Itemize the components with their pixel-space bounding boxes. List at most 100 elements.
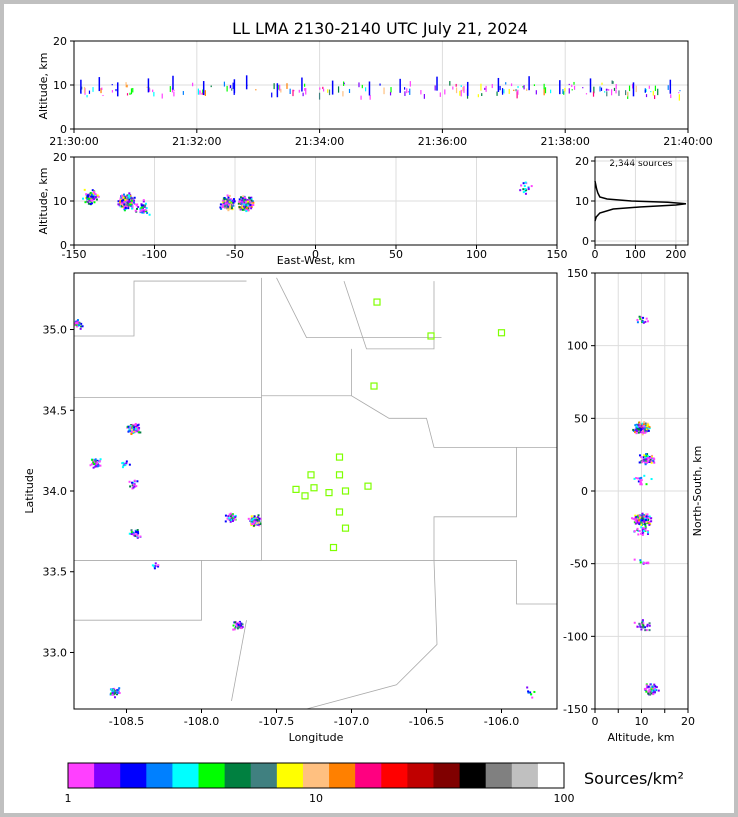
source-point <box>223 199 226 202</box>
source-mark <box>657 88 659 96</box>
source-point <box>641 526 644 529</box>
source-column <box>276 83 279 98</box>
source-point <box>231 520 234 523</box>
source-mark <box>132 87 134 93</box>
source-point <box>229 205 232 208</box>
source-mark <box>593 86 595 94</box>
source-point <box>94 460 97 463</box>
source-point <box>131 205 134 208</box>
source-point <box>130 207 133 210</box>
source-point <box>632 428 635 431</box>
source-point <box>91 458 94 461</box>
source-point <box>640 425 643 428</box>
source-mark <box>439 92 441 97</box>
source-mark <box>169 86 171 92</box>
source-point <box>638 426 641 429</box>
source-mark <box>115 89 117 92</box>
source-mark <box>102 94 104 97</box>
source-mark <box>505 82 507 85</box>
source-point <box>136 529 139 532</box>
source-point <box>647 429 650 432</box>
source-mark <box>337 86 340 93</box>
source-point <box>129 429 132 432</box>
source-point <box>231 513 234 516</box>
source-point <box>252 524 255 527</box>
source-point <box>99 458 102 461</box>
source-point <box>254 518 257 521</box>
source-point <box>128 192 131 195</box>
x-tick-label: 0 <box>592 248 599 261</box>
source-mark <box>455 83 457 87</box>
source-point <box>636 518 639 521</box>
source-point <box>642 425 645 428</box>
source-column <box>147 78 150 93</box>
source-mark <box>535 90 537 95</box>
source-mark <box>544 87 547 94</box>
source-point <box>651 685 654 688</box>
source-mark <box>491 83 493 89</box>
source-point <box>129 204 132 207</box>
plan-view-panel: -108.5 -108.0 -107.5 -107.0 -106.5 -106.0 33.0… <box>43 272 558 728</box>
source-point <box>645 460 648 463</box>
source-point <box>636 529 639 532</box>
y-tick-label: 33.0 <box>43 646 68 659</box>
source-point <box>124 207 127 210</box>
source-point <box>124 196 127 199</box>
figure-background <box>4 4 734 813</box>
source-point <box>252 204 255 207</box>
source-point <box>90 199 93 202</box>
source-mark <box>130 88 133 95</box>
source-point <box>645 515 648 518</box>
x-tick-label: 0 <box>312 248 319 261</box>
source-point <box>226 207 229 210</box>
source-point <box>80 322 83 325</box>
source-point <box>237 623 240 626</box>
source-mark <box>403 87 406 90</box>
lma-station-marker <box>364 482 372 490</box>
y-tick-label: 0 <box>581 485 588 498</box>
x-tick-label: -108.5 <box>109 715 144 728</box>
source-mark <box>462 86 464 92</box>
source-mark <box>627 91 629 97</box>
source-point <box>94 465 97 468</box>
lma-station-marker <box>497 329 506 337</box>
source-point <box>154 565 157 568</box>
source-mark <box>571 84 573 88</box>
source-point <box>244 201 247 204</box>
source-point <box>639 624 642 627</box>
source-point <box>116 693 119 696</box>
source-point <box>246 200 249 203</box>
source-point <box>531 696 534 699</box>
source-point <box>233 518 236 521</box>
source-point <box>259 522 262 525</box>
source-point <box>647 425 650 428</box>
source-point <box>138 426 141 429</box>
source-point <box>250 515 253 518</box>
source-point <box>239 202 242 205</box>
source-point <box>639 428 642 431</box>
source-point <box>530 693 533 696</box>
source-point <box>637 431 640 434</box>
source-point <box>224 205 227 208</box>
source-point <box>128 194 131 197</box>
source-point <box>646 623 649 626</box>
source-point <box>257 519 260 522</box>
source-point <box>219 203 222 206</box>
lma-station-marker <box>301 492 309 500</box>
y-tick-label: 33.5 <box>43 566 68 579</box>
source-point <box>636 318 639 321</box>
source-mark <box>510 83 513 87</box>
source-point <box>653 683 656 686</box>
source-point <box>639 559 642 562</box>
y-tick-label: 20 <box>53 151 67 164</box>
source-point <box>227 208 230 211</box>
source-point <box>122 199 125 202</box>
source-point <box>642 321 645 324</box>
source-point <box>130 533 133 536</box>
source-point <box>647 531 650 534</box>
source-point <box>110 688 113 691</box>
source-mark <box>615 89 617 94</box>
source-mark <box>232 82 234 89</box>
source-point <box>637 424 640 427</box>
source-point <box>648 689 651 692</box>
